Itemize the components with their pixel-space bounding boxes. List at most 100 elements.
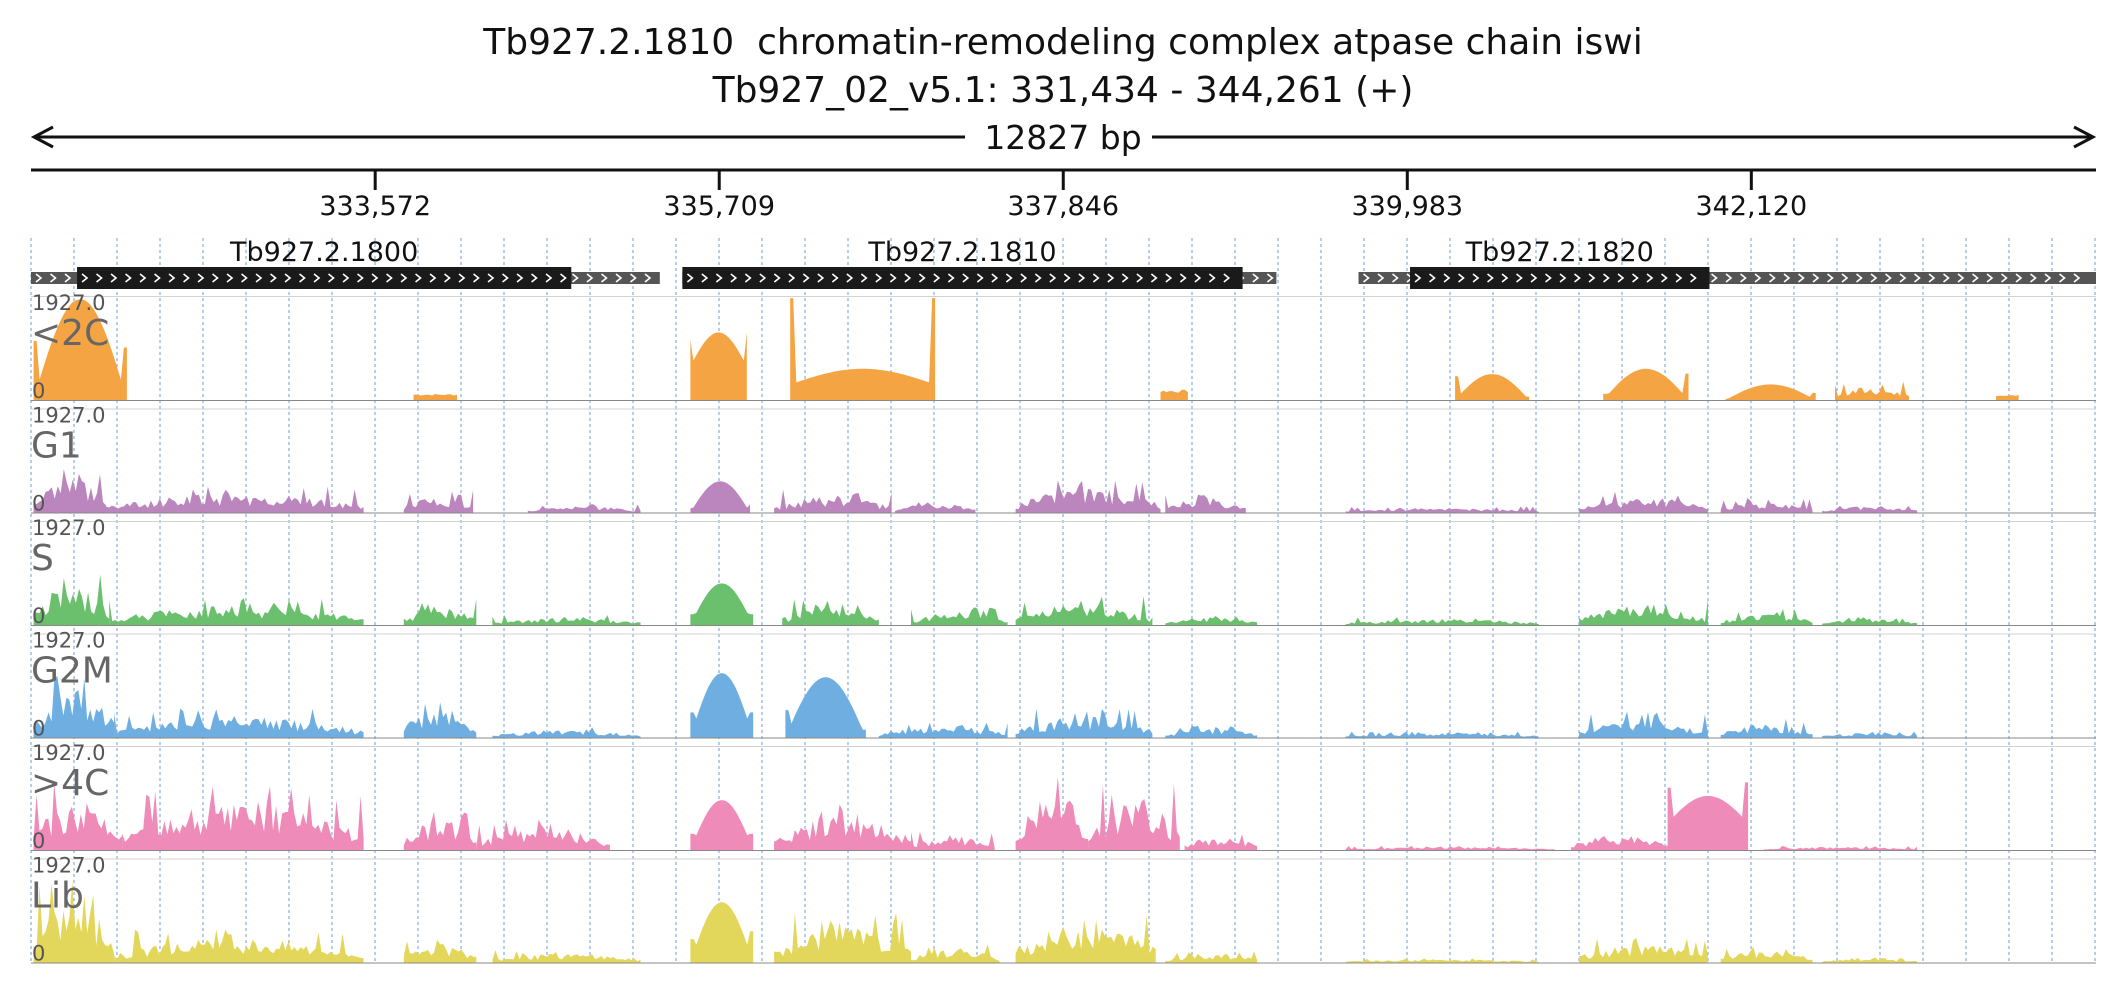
track-ymin-label: 0: [32, 717, 45, 741]
coverage-segment: [1165, 494, 1246, 513]
coverage-segment: [1165, 725, 1258, 738]
coverage-segment: [774, 489, 892, 513]
ruler-tick-label: 337,846: [1007, 191, 1119, 222]
coverage-segment: [1579, 711, 1708, 738]
strand-chevron: [1914, 273, 1921, 283]
strand-chevron: [560, 273, 567, 283]
coverage-segment: [1088, 783, 1180, 850]
strand-chevron: [1034, 273, 1042, 283]
strand-chevron: [1516, 273, 1523, 283]
coverage-segment: [690, 583, 754, 625]
strand-chevron: [1632, 273, 1639, 283]
coverage-segment: [1822, 617, 1918, 625]
strand-chevron: [701, 273, 709, 283]
coverage-segment: [1720, 609, 1813, 625]
strand-chevron: [241, 273, 248, 283]
strand-chevron: [889, 273, 897, 283]
strand-chevron: [1377, 273, 1385, 283]
span-arrow-right-head: [2073, 125, 2097, 149]
strand-chevron: [545, 273, 553, 283]
strand-chevron: [154, 273, 161, 283]
coverage-segment: [1996, 394, 2019, 400]
strand-chevron: [601, 273, 608, 283]
strand-chevron: [715, 273, 723, 283]
strand-chevron: [1165, 273, 1173, 283]
coverage-segment: [114, 708, 364, 738]
strand-chevron: [918, 273, 926, 283]
track-ymin-label: 0: [32, 604, 45, 628]
strand-chevron: [1856, 273, 1863, 283]
coverage-segment: [1455, 374, 1530, 400]
strand-chevron: [2044, 273, 2052, 283]
strand-chevron: [1458, 273, 1465, 283]
strand-chevron: [1725, 273, 1733, 283]
strand-chevron: [773, 273, 781, 283]
strand-chevron: [444, 273, 451, 283]
strand-chevron: [904, 273, 912, 283]
track-ymax-label: 1927.0: [32, 516, 105, 540]
strand-chevron: [371, 273, 379, 283]
strand-chevron: [630, 273, 637, 283]
strand-chevron: [1443, 273, 1451, 283]
strand-chevron: [110, 273, 118, 283]
strand-chevron: [1798, 273, 1805, 283]
strand-chevron: [962, 273, 970, 283]
strand-chevron: [357, 273, 364, 283]
strand-chevron: [875, 273, 883, 283]
strand-chevron: [817, 273, 825, 283]
strand-chevron: [1136, 273, 1144, 283]
track-name-label: <2C: [31, 313, 109, 354]
coverage-segment: [1015, 480, 1161, 513]
strand-chevron: [1972, 273, 1979, 283]
coverage-segment: [690, 673, 754, 738]
strand-chevron: [1020, 273, 1028, 283]
strand-chevron: [947, 273, 955, 283]
strand-chevron: [644, 273, 652, 283]
track-name-label: Lib: [31, 876, 84, 917]
coverage-segment: [1184, 834, 1258, 850]
strand-chevron: [1928, 273, 1936, 283]
coverage-segment: [1720, 718, 1813, 738]
gene-label: Tb927.2.1810: [867, 237, 1056, 268]
coverage-segment: [1345, 845, 1555, 850]
strand-chevron: [2001, 273, 2008, 283]
region-subtitle: Tb927_02_v5.1: 331,434 - 344,261 (+): [712, 70, 1414, 111]
coverage-segment: [690, 902, 754, 963]
strand-chevron: [976, 273, 984, 283]
strand-chevron: [1429, 273, 1436, 283]
coverage-segment: [1345, 617, 1539, 625]
strand-chevron: [572, 273, 579, 283]
strand-chevron: [1675, 273, 1683, 283]
coverage-segment: [33, 676, 115, 738]
coverage-segment: [1822, 957, 1918, 963]
gene-model: Tb927.2.1800: [31, 237, 660, 289]
coverage-segment: [1345, 506, 1539, 513]
coverage-segment: [413, 394, 457, 400]
coverage-track: 1927.0 0 G2M: [31, 629, 2096, 741]
strand-chevron: [1049, 273, 1057, 283]
strand-chevron: [759, 273, 767, 283]
strand-chevron: [1783, 273, 1791, 283]
strand-chevron: [1812, 273, 1820, 283]
span-arrow-left-head: [30, 125, 54, 149]
strand-chevron: [2059, 273, 2066, 283]
ruler-tick-label: 342,120: [1695, 191, 1807, 222]
strand-chevron: [1208, 273, 1216, 283]
coverage-segment: [403, 702, 477, 738]
ruler-tick-label: 333,572: [319, 191, 431, 222]
chart-title: Tb927.2.1810 chromatin-remodeling comple…: [483, 22, 1643, 63]
strand-chevron: [270, 273, 277, 283]
coverage-segment: [1764, 846, 1918, 850]
strand-chevron: [1754, 273, 1762, 283]
strand-chevron: [415, 273, 422, 283]
ruler-tick-label: 339,983: [1351, 191, 1463, 222]
strand-chevron: [328, 273, 335, 283]
coverage-segment: [1165, 951, 1258, 963]
strand-chevron: [139, 273, 147, 283]
strand-chevron: [1063, 273, 1071, 283]
strand-chevron: [125, 273, 132, 283]
strand-chevron: [846, 273, 854, 283]
strand-chevron: [1661, 273, 1668, 283]
coverage-segment: [1579, 599, 1708, 625]
